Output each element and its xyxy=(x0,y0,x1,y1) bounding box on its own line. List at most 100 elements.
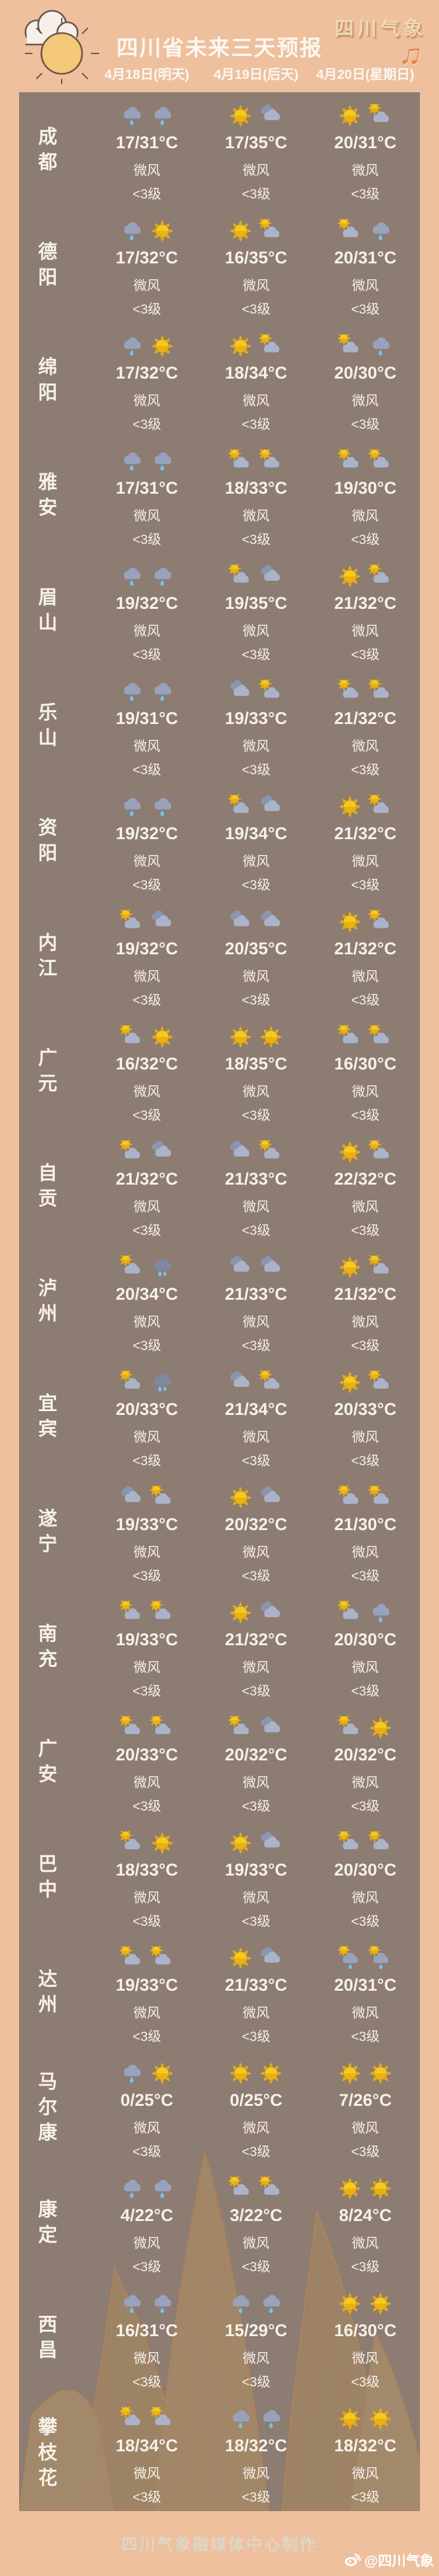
forecast-cell: 0/25°C 微风 <3级 xyxy=(202,2050,311,2165)
weather-icons xyxy=(202,1254,311,1281)
sun-icon xyxy=(338,104,361,127)
forecast-cell: 17/31°C 微风 <3级 xyxy=(92,92,202,207)
sun-behind-cloud-icon xyxy=(259,1140,280,1159)
sun-behind-cloud-icon xyxy=(119,1946,140,1965)
weather-icons xyxy=(92,1715,202,1741)
temperature: 18/34°C xyxy=(225,363,288,382)
city-row: 德阳 17/32°C 微风 <3级 16/35°C 微风 <3级 20/31°C 微风 <3级 xyxy=(19,207,420,323)
clouds-icon xyxy=(261,104,281,120)
city-name: 绵阳 xyxy=(38,356,57,403)
temperature: 17/31°C xyxy=(115,133,178,152)
city-row: 南充 19/33°C 微风 <3级 21/32°C 微风 <3级 20/30°C 微风 <3级 xyxy=(19,1589,420,1704)
sun-icon xyxy=(338,565,361,588)
wind-label: 微风 xyxy=(242,2467,270,2481)
temperature: 16/30°C xyxy=(334,2321,397,2340)
sun-behind-cloud-icon xyxy=(119,1601,140,1619)
wind-label: 微风 xyxy=(133,2236,160,2251)
wind-label: 微风 xyxy=(133,2006,160,2021)
city-name: 资阳 xyxy=(38,817,57,864)
sun-icon xyxy=(151,335,174,358)
city-row: 攀枝花 18/34°C 微风 <3级 18/32°C 微风 <3级 18/32°C 微风 <3级 xyxy=(19,2395,420,2510)
rain-cloud-icon xyxy=(123,337,141,356)
date-header-day1: 4月18日(明天) xyxy=(104,67,190,82)
forecast-cell: 21/33°C 微风 <3级 xyxy=(202,1244,311,1359)
sun-behind-cloud-icon xyxy=(228,1716,249,1734)
footer-credit: 四川气象融媒体中心制作 xyxy=(121,2536,317,2554)
sun-icon xyxy=(230,1601,252,1624)
weather-icons xyxy=(92,793,202,820)
clouds-icon xyxy=(151,910,171,926)
forecast-cell: 19/33°C 微风 <3级 xyxy=(92,1589,202,1704)
weather-icons xyxy=(202,1830,311,1856)
forecast-cell: 19/30°C 微风 <3级 xyxy=(310,438,420,553)
weather-icons xyxy=(202,1139,311,1166)
temperature: 21/32°C xyxy=(334,939,397,958)
rain-cloud-icon xyxy=(154,452,171,471)
temperature: 18/32°C xyxy=(225,2436,288,2455)
heavy-rain-cloud-icon xyxy=(154,1258,171,1277)
forecast-cell: 21/32°C 微风 <3级 xyxy=(310,898,420,1013)
wind-label: 微风 xyxy=(352,970,379,984)
clouds-icon xyxy=(261,910,281,926)
wind-level-label: <3级 xyxy=(242,2375,270,2390)
temperature: 20/30°C xyxy=(334,1860,397,1879)
clouds-icon xyxy=(121,1486,141,1502)
sun-icon xyxy=(369,2062,392,2085)
sun-behind-cloud-icon xyxy=(150,2407,171,2425)
wind-level-label: <3级 xyxy=(351,2490,380,2505)
weather-icons xyxy=(310,102,420,129)
weather-icons xyxy=(310,218,420,244)
city-name-cell: 绵阳 xyxy=(19,323,92,438)
forecast-cell: 4/22°C 微风 <3级 xyxy=(92,2165,202,2280)
city-name: 南充 xyxy=(38,1623,57,1670)
forecast-cell: 22/32°C 微风 <3级 xyxy=(310,1129,420,1244)
wind-level-label: <3级 xyxy=(132,1339,162,1353)
sun-icon xyxy=(230,335,252,358)
wind-label: 微风 xyxy=(242,2006,270,2021)
rain-cloud-icon xyxy=(154,2180,171,2198)
forecast-cell: 20/35°C 微风 <3级 xyxy=(202,898,311,1013)
sun-icon xyxy=(230,1832,252,1855)
wind-level-label: <3级 xyxy=(242,1799,270,1814)
city-name-cell: 泸州 xyxy=(19,1244,92,1359)
temperature: 17/32°C xyxy=(115,363,178,382)
sun-icon xyxy=(338,1371,361,1394)
city-name: 西昌 xyxy=(38,2314,57,2361)
temperature: 21/33°C xyxy=(225,1975,288,1995)
city-name-cell: 宜宾 xyxy=(19,1359,92,1474)
wind-level-label: <3级 xyxy=(132,1914,162,1929)
wind-label: 微风 xyxy=(242,509,270,524)
rain-cloud-icon xyxy=(123,107,141,125)
rain-cloud-icon xyxy=(154,107,171,125)
city-row: 乐山 19/31°C 微风 <3级 19/33°C 微风 <3级 21/32°C 微风 <3级 xyxy=(19,668,420,783)
wind-level-label: <3级 xyxy=(351,993,380,1008)
rain-cloud-icon xyxy=(154,683,171,701)
city-row: 眉山 19/32°C 微风 <3级 19/35°C 微风 <3级 21/32°C 微风 <3级 xyxy=(19,553,420,668)
temperature: 21/34°C xyxy=(225,1400,288,1419)
wind-level-label: <3级 xyxy=(132,417,162,432)
city-name-cell: 资阳 xyxy=(19,783,92,898)
wind-label: 微风 xyxy=(352,509,379,524)
wind-label: 微风 xyxy=(352,1085,379,1099)
city-row: 马尔康 0/25°C 微风 <3级 0/25°C 微风 <3级 7/26°C 微风 <3级 xyxy=(19,2050,420,2165)
sun-icon xyxy=(369,2292,392,2315)
wind-label: 微风 xyxy=(133,970,160,984)
clouds-icon xyxy=(261,1486,281,1502)
clouds-icon xyxy=(261,565,281,581)
wind-level-label: <3级 xyxy=(132,533,162,547)
wind-level-label: <3级 xyxy=(351,2145,380,2159)
city-name-cell: 达州 xyxy=(19,1935,92,2050)
sun-behind-cloud-icon xyxy=(150,1601,171,1619)
sun-icon xyxy=(230,1486,252,1509)
sun-behind-cloud-icon xyxy=(150,1716,171,1734)
sun-icon xyxy=(151,1026,174,1048)
sun-behind-cloud-icon xyxy=(119,1716,140,1734)
wind-level-label: <3级 xyxy=(132,2490,162,2505)
forecast-cell: 18/34°C 微风 <3级 xyxy=(92,2395,202,2510)
weather-icons xyxy=(202,678,311,705)
temperature: 19/30°C xyxy=(334,478,397,498)
wind-label: 微风 xyxy=(352,2467,379,2481)
weather-icons xyxy=(310,1369,420,1396)
wind-label: 微风 xyxy=(133,509,160,524)
temperature: 20/32°C xyxy=(225,1745,288,1764)
